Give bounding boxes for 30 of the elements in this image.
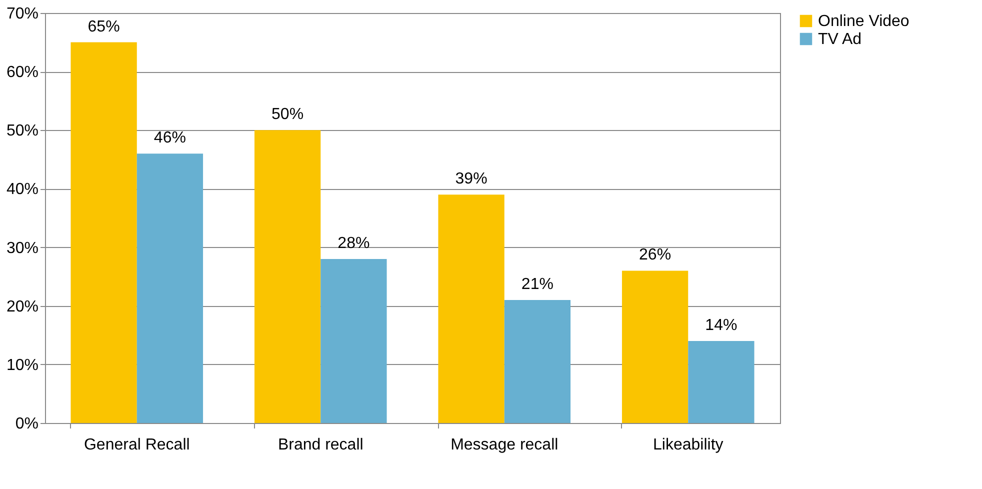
bar (688, 341, 754, 423)
bar (70, 42, 137, 423)
y-tick-label: 40% (6, 181, 38, 198)
bar (622, 270, 688, 423)
y-tick-label: 10% (6, 356, 38, 374)
data-label: 65% (88, 18, 120, 36)
bar (320, 259, 387, 423)
legend-label: TV Ad (818, 31, 862, 48)
data-label: 14% (705, 317, 738, 334)
data-label: 26% (639, 246, 672, 264)
x-tick-label: Message recall (450, 436, 558, 454)
data-label: 39% (455, 170, 488, 188)
y-tick-label: 30% (6, 240, 38, 257)
x-tick-label: General Recall (84, 436, 190, 454)
data-label: 21% (521, 276, 554, 293)
y-tick-label: 50% (6, 122, 38, 140)
y-tick-label: 60% (6, 64, 38, 82)
legend-label: Online Video (818, 13, 910, 30)
bar (438, 194, 504, 423)
data-label: 50% (272, 106, 304, 124)
y-tick-label: 70% (6, 6, 38, 22)
bar (136, 154, 204, 423)
y-tick-label: 20% (6, 298, 38, 316)
x-tick-label: Likeability (652, 436, 724, 454)
data-label: 46% (154, 130, 186, 147)
y-tick-label: 0% (15, 416, 38, 432)
bar (504, 300, 571, 423)
x-tick-label: Brand recall (278, 436, 364, 454)
data-label: 28% (338, 235, 370, 252)
bar (254, 130, 321, 423)
